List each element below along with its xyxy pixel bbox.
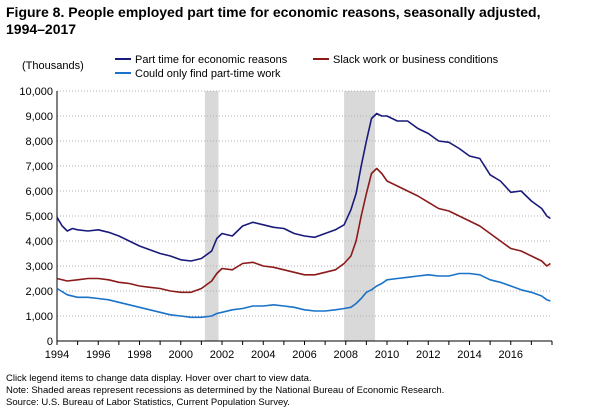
- x-tick-label: 2010: [375, 349, 399, 361]
- instructions-note: Click legend items to change data displa…: [6, 373, 312, 384]
- x-tick-label: 2002: [210, 349, 234, 361]
- x-tick-label: 2000: [169, 349, 193, 361]
- grid-lines: [57, 90, 552, 317]
- x-tick-label: 2004: [251, 349, 275, 361]
- series-slack-work-line[interactable]: [56, 167, 551, 294]
- y-tick-label: 10,000: [19, 86, 53, 98]
- y-axis-label: (Thousands): [22, 60, 84, 72]
- y-tick-label: 9,000: [25, 111, 53, 123]
- y-tick-label: 7,000: [25, 161, 53, 173]
- series-could-only-find-line[interactable]: [56, 272, 551, 319]
- x-tick-label: 2006: [292, 349, 316, 361]
- y-tick-label: 5,000: [25, 211, 53, 223]
- legend-item-part-time[interactable]: Part time for economic reasons: [115, 54, 288, 66]
- legend-item-could-only-find[interactable]: Could only find part-time work: [115, 68, 281, 80]
- chart-title: Figure 8. People employed part time for …: [6, 4, 541, 37]
- x-tick-label: 2008: [334, 349, 358, 361]
- recession-note: Note: Shaded areas represent recessions …: [6, 385, 445, 396]
- x-tick-label: 1998: [127, 349, 151, 361]
- x-tick-label: 1994: [45, 349, 69, 361]
- y-tick-label: 6,000: [25, 186, 53, 198]
- line-chart: 0 1,000 2,000 3,000 4,000 5,000 6,000 7,000 8,00…: [19, 54, 553, 361]
- x-tick-label: 2016: [499, 349, 523, 361]
- chart-notes: Click legend items to change data displa…: [6, 373, 444, 409]
- x-tick-label: 2014: [457, 349, 481, 361]
- x-tick-label: 1996: [86, 349, 110, 361]
- series-lines[interactable]: [56, 112, 551, 319]
- y-tick-label: 1,000: [25, 311, 53, 323]
- y-tick-label: 8,000: [25, 136, 53, 148]
- legend[interactable]: Part time for economic reasons Slack wor…: [115, 54, 499, 80]
- series-part-time-line[interactable]: [56, 112, 551, 262]
- legend-label[interactable]: Could only find part-time work: [135, 68, 281, 80]
- recession-band: [204, 91, 219, 341]
- recession-shading: [204, 91, 376, 341]
- y-tick-label: 3,000: [25, 261, 53, 273]
- y-tick-label: 4,000: [25, 236, 53, 248]
- axes: 0 1,000 2,000 3,000 4,000 5,000 6,000 7,000 8,00…: [19, 86, 553, 361]
- legend-label[interactable]: Slack work or business conditions: [333, 54, 499, 66]
- x-tick-label: 2012: [416, 349, 440, 361]
- legend-label[interactable]: Part time for economic reasons: [135, 54, 288, 66]
- y-tick-label: 0: [47, 336, 53, 348]
- legend-item-slack-work[interactable]: Slack work or business conditions: [313, 54, 499, 66]
- y-tick-label: 2,000: [25, 286, 53, 298]
- source-note: Source: U.S. Bureau of Labor Statistics,…: [6, 397, 290, 408]
